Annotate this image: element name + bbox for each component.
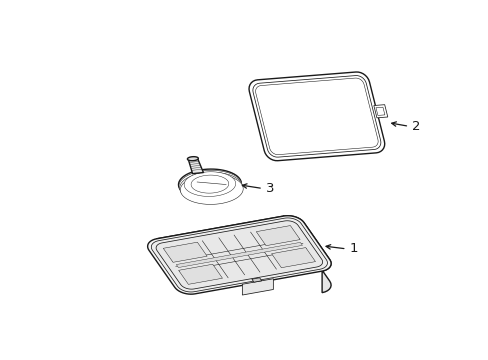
Polygon shape [256, 226, 300, 246]
Polygon shape [180, 174, 243, 204]
Text: 1: 1 [349, 242, 358, 255]
Polygon shape [178, 264, 222, 284]
Polygon shape [184, 172, 235, 197]
Polygon shape [248, 72, 384, 161]
Polygon shape [163, 242, 207, 262]
Polygon shape [191, 175, 228, 193]
Polygon shape [151, 218, 327, 292]
Polygon shape [283, 216, 330, 293]
Polygon shape [188, 158, 203, 174]
Polygon shape [156, 216, 283, 260]
Polygon shape [255, 78, 377, 155]
Text: 2: 2 [411, 120, 420, 133]
Polygon shape [252, 76, 380, 157]
Polygon shape [179, 170, 241, 201]
Polygon shape [176, 242, 302, 267]
Polygon shape [271, 248, 315, 268]
Polygon shape [242, 279, 273, 295]
Polygon shape [178, 169, 241, 199]
Polygon shape [373, 105, 387, 118]
Polygon shape [179, 172, 242, 202]
Polygon shape [187, 157, 198, 161]
Polygon shape [156, 221, 322, 289]
Polygon shape [375, 107, 384, 116]
Polygon shape [251, 278, 261, 282]
Polygon shape [147, 216, 330, 294]
Text: 3: 3 [265, 182, 274, 195]
